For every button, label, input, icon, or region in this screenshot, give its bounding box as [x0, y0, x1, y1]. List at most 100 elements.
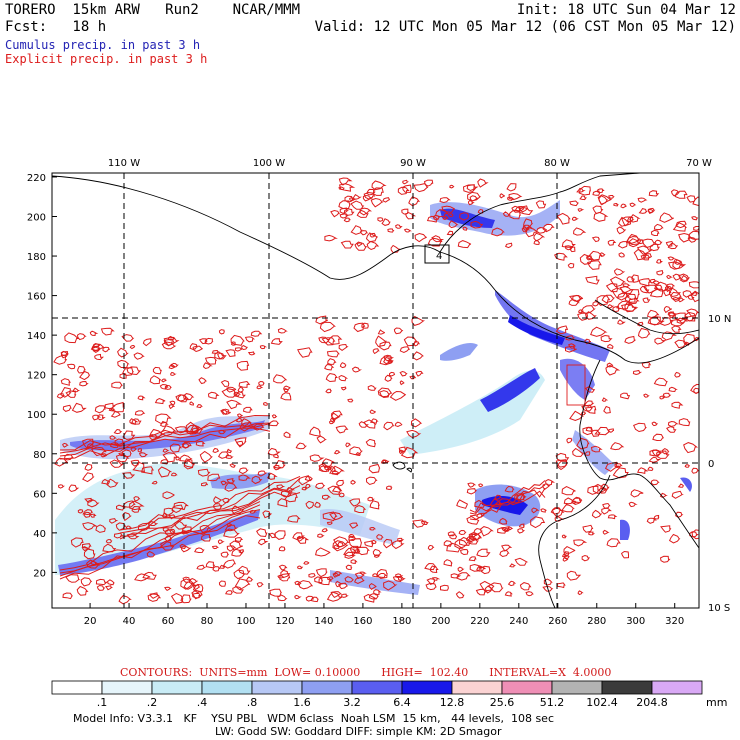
- colorbar-swatch: [251, 680, 303, 695]
- colorbar-label: 51.2: [540, 696, 565, 709]
- contour-cell: [397, 186, 410, 195]
- contour-cell: [620, 550, 629, 559]
- explicit-field-label: Explicit precip. in past 3 h: [5, 52, 208, 66]
- contour-cell: [502, 211, 511, 217]
- lon-label-90w: 90 W: [400, 158, 426, 169]
- contour-cell: [202, 362, 213, 370]
- contour-cell: [89, 513, 97, 518]
- contour-cell: [324, 234, 338, 242]
- contour-cell: [126, 533, 140, 540]
- contour-cell: [273, 374, 288, 384]
- lat-label-10s: 10 S: [708, 603, 730, 614]
- contour-cell: [633, 249, 648, 261]
- contour-cell: [637, 327, 651, 339]
- contour-cell: [691, 529, 699, 540]
- longitude-labels: 110 W 100 W 90 W 80 W 70 W: [108, 158, 712, 169]
- contour-cell: [554, 515, 565, 522]
- contour-cell: [151, 480, 158, 485]
- contour-cell: [351, 366, 363, 373]
- lon-label-100w: 100 W: [253, 158, 285, 169]
- x-tick-label: 300: [626, 616, 645, 627]
- contour-cell: [586, 255, 593, 261]
- contour-cell: [363, 593, 376, 603]
- contour-cell: [220, 551, 230, 558]
- contour-cell: [581, 554, 591, 562]
- contour-cell: [196, 404, 203, 409]
- contour-cell: [659, 316, 674, 326]
- contour-cell: [671, 401, 684, 409]
- contour-cell: [399, 346, 411, 353]
- contour-cell: [392, 575, 403, 582]
- contour-cell: [237, 386, 245, 393]
- contour-cell: [462, 184, 476, 193]
- contour-cell: [501, 544, 513, 552]
- contour-cell: [324, 363, 335, 371]
- contour-cell: [353, 322, 366, 333]
- contour-cell: [455, 591, 465, 599]
- contour-cell: [84, 463, 93, 471]
- contour-cell: [79, 380, 89, 387]
- contour-cell: [162, 526, 171, 533]
- contour-cell: [686, 308, 699, 317]
- contour-cell: [578, 185, 591, 196]
- contour-cell: [555, 452, 570, 462]
- contour-cell: [439, 197, 451, 204]
- valid-time: Valid: 12 UTC Mon 05 Mar 12 (06 CST Mon …: [314, 19, 736, 35]
- contour-cell: [447, 531, 456, 537]
- contour-cell: [563, 546, 576, 555]
- contour-cell: [212, 447, 220, 454]
- contour-cell: [369, 418, 379, 424]
- contour-cell: [641, 361, 652, 369]
- contour-cell: [666, 426, 677, 433]
- contour-cell: [624, 335, 637, 344]
- contour-cell: [64, 453, 74, 461]
- contour-cell: [647, 466, 654, 472]
- contour-cell: [555, 325, 569, 335]
- contour-cell: [317, 533, 325, 538]
- contour-cell: [349, 446, 363, 456]
- colorbar-swatch: [351, 680, 403, 695]
- contour-cell: [646, 517, 657, 524]
- lat-lon-grid: [52, 173, 699, 608]
- contour-cell: [415, 370, 424, 377]
- contour-cell: [296, 535, 305, 542]
- contour-cell: [154, 397, 166, 405]
- contour-cell: [65, 390, 77, 398]
- contour-cell: [577, 208, 585, 213]
- contour-cell: [168, 528, 176, 534]
- y-tick-label: 120: [27, 371, 46, 382]
- contour-cell: [459, 548, 469, 556]
- contour-cell: [423, 179, 434, 187]
- contour-cell: [115, 454, 130, 463]
- contour-cell: [655, 259, 663, 264]
- contour-cell: [477, 178, 489, 188]
- contour-cell: [675, 220, 687, 229]
- contour-cell: [642, 297, 651, 303]
- contour-cell: [628, 501, 638, 508]
- contour-cell: [170, 371, 177, 376]
- contour-cell: [60, 378, 71, 386]
- contour-cell: [637, 197, 648, 203]
- contour-cell: [256, 528, 268, 538]
- contour-cell: [507, 526, 514, 531]
- contour-cell: [294, 580, 302, 586]
- contour-cell: [470, 220, 484, 229]
- contour-cell: [411, 315, 426, 326]
- contour-cell: [469, 563, 483, 572]
- contour-cell: [315, 315, 329, 325]
- contour-band: [59, 423, 271, 454]
- x-tick-label: 200: [431, 616, 450, 627]
- contour-cell: [626, 233, 641, 244]
- contour-cell: [609, 276, 627, 288]
- contour-band: [59, 422, 271, 457]
- contour-cell: [236, 360, 250, 371]
- contour-cell: [365, 232, 378, 243]
- contour-cell: [633, 422, 647, 433]
- x-tick-label: 20: [84, 616, 97, 627]
- contour-cell: [667, 242, 679, 250]
- contour-cell: [648, 456, 662, 463]
- contour-cell: [316, 435, 327, 444]
- contour-cell: [689, 531, 699, 538]
- colorbar-swatch: [201, 680, 253, 695]
- contour-cell: [345, 564, 353, 571]
